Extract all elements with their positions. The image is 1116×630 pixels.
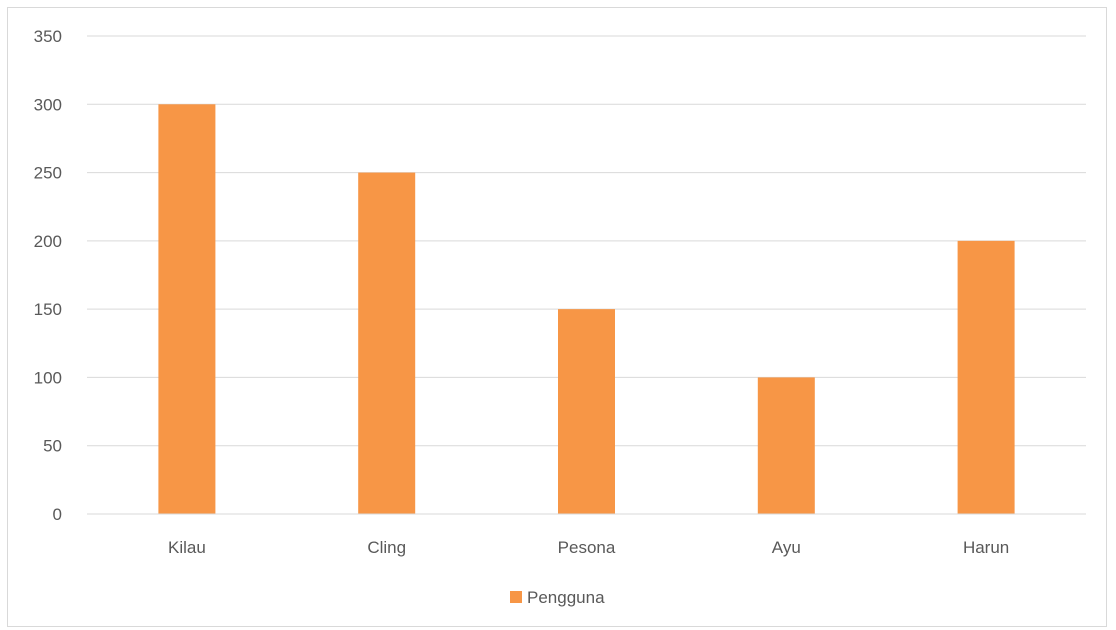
x-tick-label-kilau: Kilau: [168, 538, 206, 557]
y-tick-label: 50: [43, 437, 62, 456]
y-tick-label: 250: [34, 164, 62, 183]
legend-swatch-pengguna: [510, 591, 522, 603]
y-tick-label: 350: [34, 27, 62, 46]
legend: Pengguna: [510, 588, 605, 607]
y-tick-label: 0: [53, 505, 62, 524]
bar-cling: [358, 172, 416, 515]
y-axis-tick-labels: 0 50 100 150 200 250 300 350: [34, 27, 62, 524]
bar-kilau: [158, 104, 216, 515]
x-axis-tick-labels: Kilau Cling Pesona Ayu Harun: [168, 538, 1009, 557]
bars: [87, 104, 1086, 515]
y-tick-label: 300: [34, 95, 62, 114]
bar-harun: [957, 240, 1015, 514]
x-tick-label-cling: Cling: [367, 538, 406, 557]
bar-pesona: [558, 309, 615, 514]
x-tick-label-pesona: Pesona: [558, 538, 616, 557]
y-tick-label: 200: [34, 232, 62, 251]
x-tick-label-harun: Harun: [963, 538, 1009, 557]
legend-label-pengguna: Pengguna: [527, 588, 605, 607]
x-tick-label-ayu: Ayu: [772, 538, 801, 557]
y-tick-label: 100: [34, 368, 62, 387]
y-tick-label: 150: [34, 300, 62, 319]
bar-ayu: [757, 377, 815, 514]
